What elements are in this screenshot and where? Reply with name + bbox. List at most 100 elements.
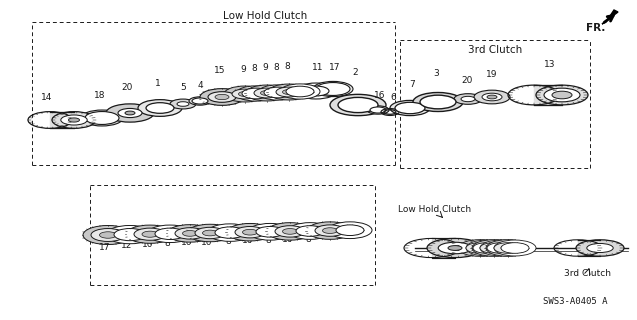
Ellipse shape	[288, 223, 332, 239]
Text: 5: 5	[180, 83, 186, 92]
Ellipse shape	[215, 227, 245, 238]
Ellipse shape	[307, 222, 353, 239]
Ellipse shape	[322, 228, 338, 234]
Ellipse shape	[256, 227, 284, 237]
Ellipse shape	[182, 230, 197, 236]
Text: 8: 8	[284, 62, 290, 71]
Ellipse shape	[576, 240, 624, 256]
Text: 8: 8	[225, 237, 231, 246]
Ellipse shape	[177, 102, 189, 106]
Ellipse shape	[200, 89, 244, 105]
Ellipse shape	[448, 246, 462, 250]
Ellipse shape	[486, 240, 530, 256]
Text: 10: 10	[242, 236, 254, 245]
Ellipse shape	[461, 96, 475, 102]
Ellipse shape	[395, 102, 425, 114]
Ellipse shape	[91, 228, 125, 242]
Ellipse shape	[167, 225, 213, 242]
Ellipse shape	[587, 244, 613, 252]
Ellipse shape	[155, 228, 185, 239]
Ellipse shape	[126, 225, 174, 243]
Ellipse shape	[125, 111, 135, 115]
Text: SWS3-A0405 A: SWS3-A0405 A	[543, 298, 607, 307]
Ellipse shape	[472, 240, 516, 256]
Ellipse shape	[134, 228, 166, 240]
Polygon shape	[534, 85, 562, 105]
Ellipse shape	[258, 85, 298, 100]
Text: 6: 6	[390, 93, 396, 102]
Ellipse shape	[536, 85, 588, 105]
Text: 10: 10	[201, 238, 213, 247]
Text: 8: 8	[265, 236, 271, 245]
Ellipse shape	[106, 104, 154, 122]
Ellipse shape	[85, 112, 119, 124]
Text: 10: 10	[282, 235, 294, 244]
Ellipse shape	[246, 85, 288, 101]
Ellipse shape	[243, 229, 257, 235]
Ellipse shape	[282, 90, 296, 94]
Ellipse shape	[295, 83, 337, 99]
Ellipse shape	[282, 228, 297, 234]
Text: 3: 3	[433, 69, 439, 78]
Ellipse shape	[215, 94, 229, 100]
Ellipse shape	[390, 100, 430, 116]
Ellipse shape	[208, 92, 236, 102]
Text: 8: 8	[164, 239, 170, 248]
Ellipse shape	[487, 243, 515, 253]
Ellipse shape	[52, 112, 96, 128]
Ellipse shape	[480, 240, 522, 256]
Text: 8: 8	[305, 235, 311, 244]
Ellipse shape	[138, 100, 182, 116]
Ellipse shape	[235, 227, 265, 238]
Ellipse shape	[275, 226, 305, 237]
Ellipse shape	[466, 240, 508, 256]
Text: 17: 17	[99, 243, 111, 252]
Ellipse shape	[142, 231, 158, 237]
Ellipse shape	[207, 224, 253, 241]
Text: 11: 11	[312, 63, 324, 72]
Polygon shape	[578, 240, 600, 256]
Ellipse shape	[192, 98, 208, 104]
Ellipse shape	[370, 107, 386, 113]
Text: Low Hold Clutch: Low Hold Clutch	[223, 11, 307, 21]
Ellipse shape	[106, 226, 154, 244]
Ellipse shape	[466, 243, 494, 253]
Text: 8: 8	[251, 64, 257, 73]
Ellipse shape	[268, 84, 310, 100]
Ellipse shape	[280, 84, 320, 99]
Ellipse shape	[552, 91, 572, 99]
Ellipse shape	[336, 225, 364, 236]
Ellipse shape	[315, 225, 345, 236]
Ellipse shape	[238, 92, 252, 96]
Ellipse shape	[286, 86, 314, 97]
Ellipse shape	[170, 99, 196, 109]
Text: 20: 20	[121, 83, 132, 92]
Text: 8: 8	[273, 63, 279, 72]
Polygon shape	[602, 10, 618, 24]
Ellipse shape	[482, 93, 502, 101]
Ellipse shape	[81, 110, 123, 126]
Text: 14: 14	[41, 93, 53, 102]
Text: 15: 15	[214, 66, 225, 75]
Ellipse shape	[227, 223, 273, 241]
Text: 17: 17	[329, 63, 341, 72]
Text: Low Hold Clutch: Low Hold Clutch	[398, 205, 471, 214]
Ellipse shape	[420, 95, 456, 109]
Ellipse shape	[147, 225, 193, 243]
Ellipse shape	[236, 86, 276, 101]
Text: 1: 1	[155, 79, 161, 88]
Ellipse shape	[303, 86, 329, 96]
Ellipse shape	[316, 83, 350, 95]
Ellipse shape	[146, 103, 174, 113]
Ellipse shape	[99, 232, 117, 238]
Ellipse shape	[187, 224, 233, 242]
Ellipse shape	[224, 86, 266, 102]
Ellipse shape	[195, 227, 225, 239]
Ellipse shape	[203, 230, 217, 236]
Ellipse shape	[175, 228, 205, 239]
Text: 16: 16	[375, 91, 386, 100]
Ellipse shape	[254, 88, 280, 98]
Ellipse shape	[494, 243, 522, 253]
Text: 20: 20	[461, 76, 473, 85]
Text: 2: 2	[352, 68, 358, 77]
